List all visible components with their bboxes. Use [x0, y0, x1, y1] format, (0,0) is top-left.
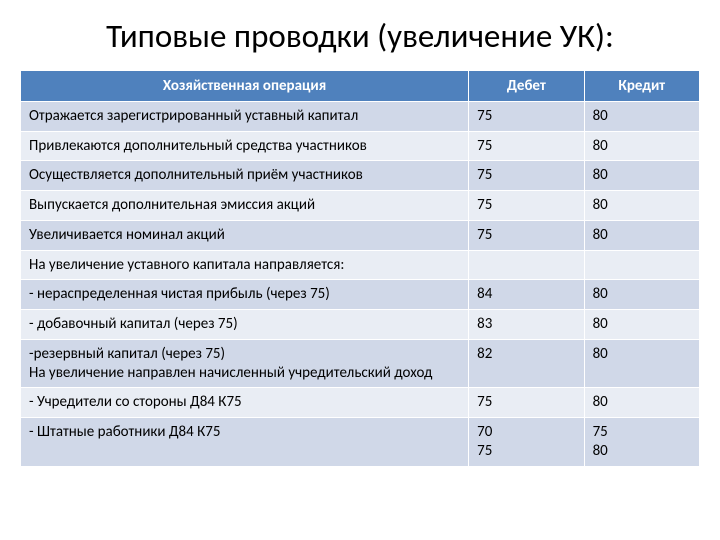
table-row: - нераспределенная чистая прибыль (через…	[21, 280, 700, 310]
cell-operation: - нераспределенная чистая прибыль (через…	[21, 280, 469, 310]
cell-operation: На увеличение уставного капитала направл…	[21, 250, 469, 280]
cell-operation: Выпускается дополнительная эмиссия акций	[21, 191, 469, 221]
cell-debit: 75	[469, 161, 584, 191]
cell-credit: 80	[584, 339, 699, 388]
cell-debit: 75	[469, 131, 584, 161]
table-row: Выпускается дополнительная эмиссия акций…	[21, 191, 700, 221]
entries-table: Хозяйственная операция Дебет Кредит Отра…	[20, 70, 700, 467]
table-row: Увеличивается номинал акций 75 80	[21, 220, 700, 250]
table-header-row: Хозяйственная операция Дебет Кредит	[21, 70, 700, 101]
cell-credit: 80	[584, 131, 699, 161]
table-row: Осуществляется дополнительный приём учас…	[21, 161, 700, 191]
cell-credit: 80	[584, 388, 699, 418]
cell-credit: 75 80	[584, 418, 699, 467]
cell-operation: Увеличивается номинал акций	[21, 220, 469, 250]
table-row: - добавочный капитал (через 75) 83 80	[21, 310, 700, 340]
cell-operation: -резервный капитал (через 75) На увеличе…	[21, 339, 469, 388]
cell-credit: 80	[584, 310, 699, 340]
table-row: - Штатные работники Д84 К75 70 75 75 80	[21, 418, 700, 467]
table-row: На увеличение уставного капитала направл…	[21, 250, 700, 280]
cell-debit	[469, 250, 584, 280]
cell-debit: 70 75	[469, 418, 584, 467]
cell-credit	[584, 250, 699, 280]
cell-operation: Осуществляется дополнительный приём учас…	[21, 161, 469, 191]
cell-debit: 75	[469, 101, 584, 131]
cell-operation: - Штатные работники Д84 К75	[21, 418, 469, 467]
table-row: Отражается зарегистрированный уставный к…	[21, 101, 700, 131]
col-header-operation: Хозяйственная операция	[21, 70, 469, 101]
cell-operation: Привлекаются дополнительный средства уча…	[21, 131, 469, 161]
cell-credit: 80	[584, 220, 699, 250]
col-header-debit: Дебет	[469, 70, 584, 101]
slide-title: Типовые проводки (увеличение УК):	[20, 18, 700, 56]
cell-debit: 75	[469, 388, 584, 418]
cell-operation: Отражается зарегистрированный уставный к…	[21, 101, 469, 131]
cell-operation: - добавочный капитал (через 75)	[21, 310, 469, 340]
cell-debit: 84	[469, 280, 584, 310]
cell-operation: - Учредители со стороны Д84 К75	[21, 388, 469, 418]
cell-credit: 80	[584, 161, 699, 191]
table-row: Привлекаются дополнительный средства уча…	[21, 131, 700, 161]
cell-debit: 83	[469, 310, 584, 340]
cell-debit: 75	[469, 220, 584, 250]
cell-debit: 82	[469, 339, 584, 388]
cell-credit: 80	[584, 101, 699, 131]
cell-credit: 80	[584, 280, 699, 310]
table-row: - Учредители со стороны Д84 К75 75 80	[21, 388, 700, 418]
table-row: -резервный капитал (через 75) На увеличе…	[21, 339, 700, 388]
cell-debit: 75	[469, 191, 584, 221]
cell-credit: 80	[584, 191, 699, 221]
col-header-credit: Кредит	[584, 70, 699, 101]
